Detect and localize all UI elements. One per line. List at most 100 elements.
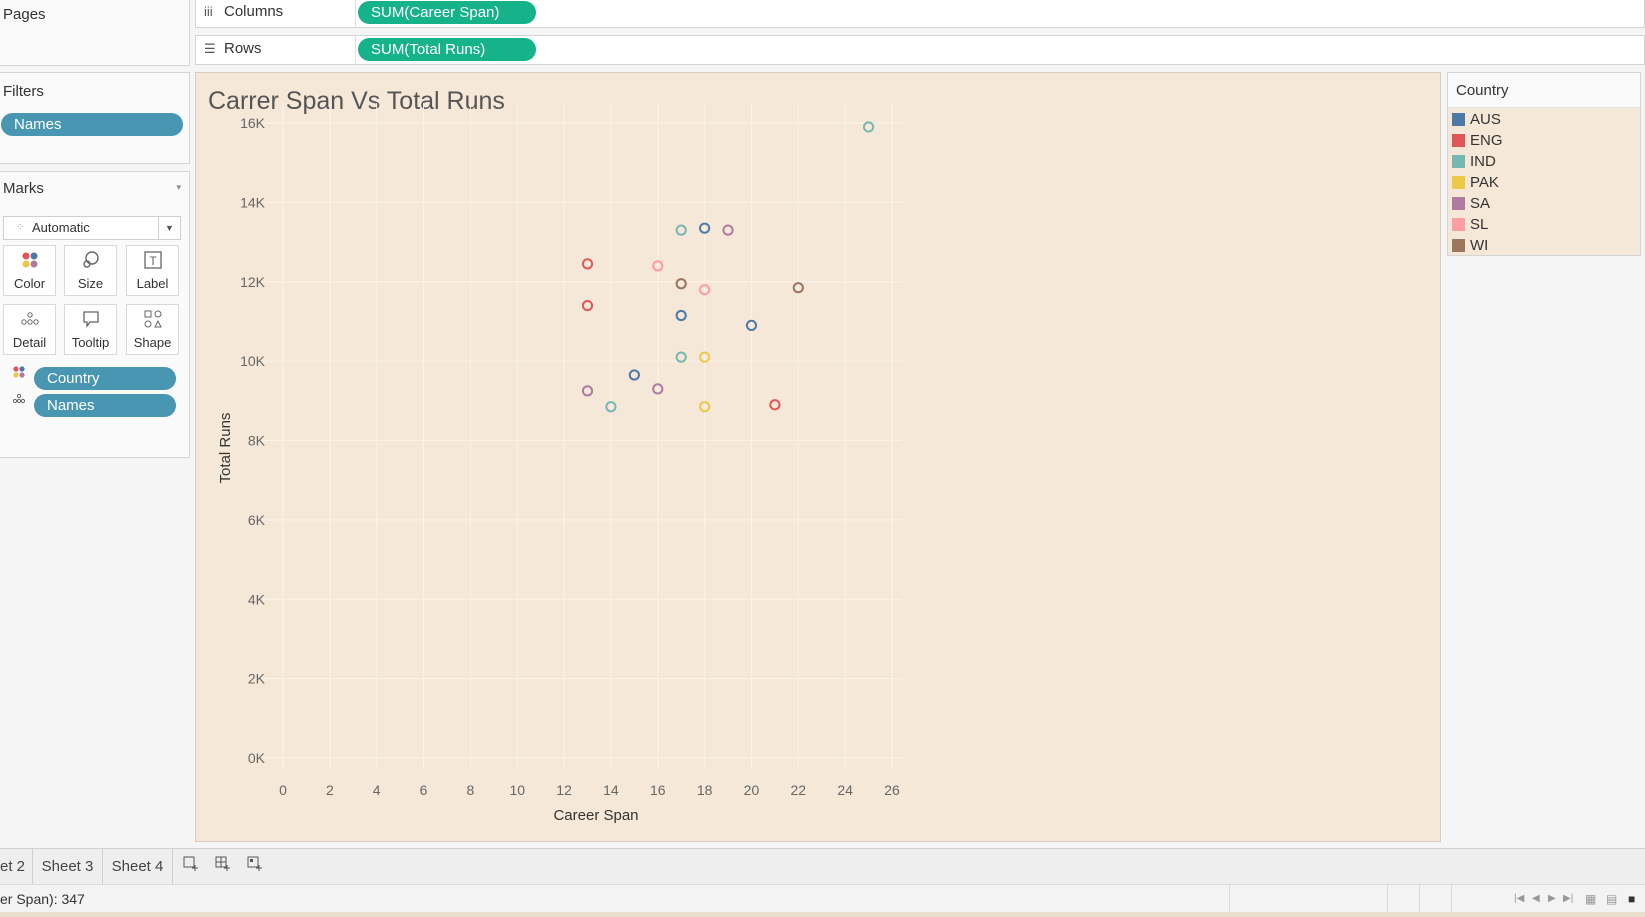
x-tick-label: 2 xyxy=(326,782,334,798)
x-tick-label: 4 xyxy=(373,782,381,798)
tooltip-button[interactable]: Tooltip xyxy=(64,304,117,355)
legend-swatch xyxy=(1452,155,1465,168)
rows-pill[interactable]: SUM(Total Runs) xyxy=(358,38,536,61)
marks-pill-names[interactable]: Names xyxy=(34,394,176,417)
columns-shelf[interactable]: iii Columns SUM(Career Span) xyxy=(195,0,1645,28)
legend-swatch xyxy=(1452,176,1465,189)
legend-label: SA xyxy=(1470,195,1491,212)
detail-field-icon xyxy=(12,392,26,409)
detail-label: Detail xyxy=(12,335,47,350)
status-cell xyxy=(1229,885,1387,913)
mark-type-value: Automatic xyxy=(32,220,90,235)
data-point-aus[interactable] xyxy=(628,369,640,381)
data-point-pak[interactable] xyxy=(699,401,711,413)
chevron-down-icon[interactable]: ▼ xyxy=(158,217,180,239)
y-tick-label: 0K xyxy=(248,750,266,766)
scatter-chart[interactable]: 0 2 4 6 8 10 12 14 16 18 20 22 24 26 0K2K4K6K8K10K12K… xyxy=(196,73,1440,841)
data-point-ind[interactable] xyxy=(675,224,687,236)
y-tick-label: 6K xyxy=(248,512,266,528)
mark-type-select[interactable]: ⁘ Automatic ▼ xyxy=(3,216,181,240)
color-icon xyxy=(4,250,55,274)
data-point-eng[interactable] xyxy=(581,258,594,270)
y-tick-label: 8K xyxy=(248,433,266,449)
data-point-ind[interactable] xyxy=(862,121,875,133)
data-point-wi[interactable] xyxy=(792,282,804,294)
data-point-sa[interactable] xyxy=(722,224,734,236)
data-point-eng[interactable] xyxy=(581,299,594,312)
filter-pill-names[interactable]: Names xyxy=(1,113,183,136)
x-tick-label: 16 xyxy=(650,782,666,798)
x-tick-label: 22 xyxy=(791,782,807,798)
data-point-aus[interactable] xyxy=(745,319,758,332)
new-worksheet-icon[interactable] xyxy=(175,849,207,885)
data-point-aus[interactable] xyxy=(699,222,711,234)
tab-sheet-4[interactable]: Sheet 4 xyxy=(103,849,173,885)
x-tick-label: 18 xyxy=(697,782,713,798)
size-button[interactable]: Size xyxy=(64,245,117,296)
shape-button[interactable]: Shape xyxy=(126,304,179,355)
tab-sheet-2[interactable]: et 2 xyxy=(0,849,33,885)
x-tick-label: 26 xyxy=(884,782,900,798)
legend-label: ENG xyxy=(1470,132,1503,149)
tab-view-icon[interactable]: ■ xyxy=(1628,892,1636,906)
prev-page-icon[interactable]: ◀ xyxy=(1532,893,1540,904)
legend-item-sa[interactable]: SA xyxy=(1448,193,1640,214)
columns-pill[interactable]: SUM(Career Span) xyxy=(358,1,536,24)
legend-title: Country xyxy=(1448,73,1640,108)
new-story-icon[interactable] xyxy=(239,849,271,885)
legend-item-eng[interactable]: ENG xyxy=(1448,130,1640,151)
x-axis-label: Career Span xyxy=(553,807,638,824)
legend-swatch xyxy=(1452,239,1465,252)
legend-item-pak[interactable]: PAK xyxy=(1448,172,1640,193)
first-page-icon[interactable]: |◀ xyxy=(1514,893,1525,904)
rows-shelf[interactable]: ☰ Rows SUM(Total Runs) xyxy=(195,35,1645,65)
chart-view[interactable]: Carrer Span Vs Total Runs 0 2 4 6 8 10 12 14 16 1… xyxy=(195,72,1441,842)
legend-swatch xyxy=(1452,134,1465,147)
color-button[interactable]: Color xyxy=(3,245,56,296)
tab-sheet-3[interactable]: Sheet 3 xyxy=(33,849,103,885)
data-point-sa[interactable] xyxy=(652,383,664,395)
data-point-eng[interactable] xyxy=(769,399,781,411)
left-panel: Pages Filters Names Marks ▾ ⁘ Automatic … xyxy=(0,0,190,850)
legend-label: PAK xyxy=(1470,174,1499,191)
marks-card: Marks ▾ ⁘ Automatic ▼ Color Size xyxy=(0,171,190,458)
bottom-strip xyxy=(0,912,1645,917)
columns-label: Columns xyxy=(224,3,284,20)
label-button[interactable]: T Label xyxy=(126,245,179,296)
data-point-sl[interactable] xyxy=(699,284,711,296)
legend-item-ind[interactable]: IND xyxy=(1448,151,1640,172)
size-icon xyxy=(65,250,116,274)
marks-pill-country[interactable]: Country xyxy=(34,367,176,390)
new-dashboard-icon[interactable] xyxy=(207,849,239,885)
status-bar: er Span): 347 |◀ ◀ ▶ ▶| ▦ ▤ ■ xyxy=(0,884,1645,913)
status-cell xyxy=(1387,885,1419,913)
detail-button[interactable]: Detail xyxy=(3,304,56,355)
y-tick-label: 14K xyxy=(240,194,266,210)
legend-swatch xyxy=(1452,218,1465,231)
color-legend[interactable]: Country AUS ENG IND PAK SA SL WI xyxy=(1447,72,1641,256)
filters-card[interactable]: Filters Names xyxy=(0,72,190,164)
legend-item-aus[interactable]: AUS xyxy=(1448,109,1640,130)
data-point-pak[interactable] xyxy=(699,351,711,363)
x-tick-label: 14 xyxy=(603,782,619,798)
detail-icon xyxy=(4,309,55,333)
pages-card[interactable]: Pages xyxy=(0,0,190,66)
legend-item-sl[interactable]: SL xyxy=(1448,214,1640,235)
data-point-sa[interactable] xyxy=(581,385,594,397)
filmstrip-view-icon[interactable]: ▤ xyxy=(1606,892,1618,906)
size-label: Size xyxy=(77,276,104,291)
data-point-ind[interactable] xyxy=(675,351,687,363)
data-point-ind[interactable] xyxy=(605,401,617,413)
next-page-icon[interactable]: ▶ xyxy=(1548,893,1556,904)
marks-title: Marks xyxy=(3,180,44,197)
marks-menu-caret-icon[interactable]: ▾ xyxy=(176,182,181,192)
data-point-sl[interactable] xyxy=(652,260,664,272)
x-tick-label: 12 xyxy=(556,782,572,798)
last-page-icon[interactable]: ▶| xyxy=(1563,893,1574,904)
data-point-aus[interactable] xyxy=(675,309,687,322)
x-tick-label: 10 xyxy=(509,782,525,798)
grid-view-icon[interactable]: ▦ xyxy=(1585,892,1597,906)
data-point-wi[interactable] xyxy=(675,278,687,290)
legend-item-wi[interactable]: WI xyxy=(1448,235,1640,256)
